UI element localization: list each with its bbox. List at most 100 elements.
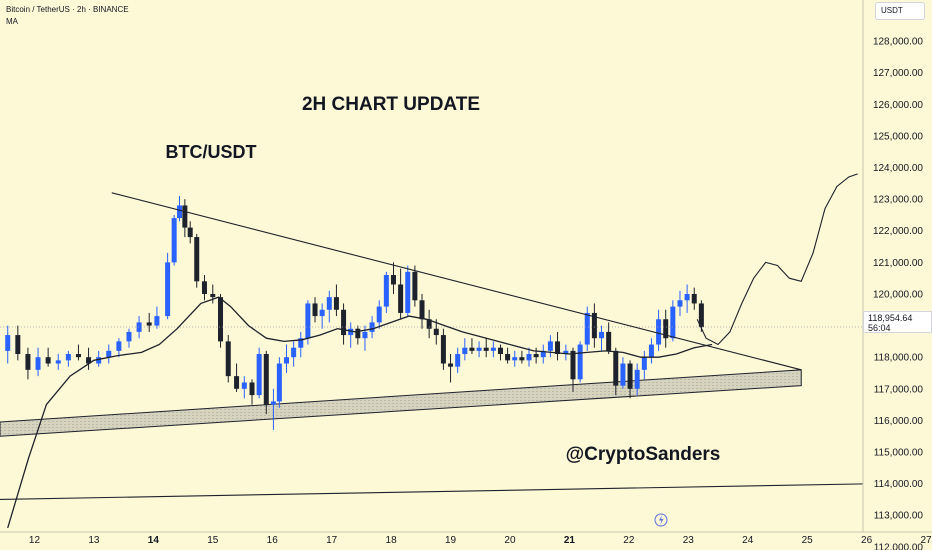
candle-body — [341, 309, 347, 336]
watermark-text: @CryptoSanders — [566, 444, 721, 465]
time-tick-label: 25 — [802, 535, 814, 546]
candle — [390, 262, 396, 294]
candle-body — [194, 237, 200, 282]
candle-body — [455, 354, 461, 367]
time-axis[interactable]: 12 13 14 15 16 17 18 19 20 21 22 23 24 25 26 27 — [0, 531, 932, 546]
candle — [182, 199, 188, 238]
candle — [398, 268, 404, 320]
price-tick-label: 128,000.00 — [873, 37, 923, 48]
headline-annotation: 2H CHART UPDATE — [302, 94, 480, 115]
candle-body — [171, 218, 177, 263]
candle-body — [106, 350, 112, 358]
candle — [555, 331, 561, 361]
candle-body — [469, 347, 475, 351]
candle — [319, 303, 325, 329]
candle — [591, 303, 597, 348]
price-tick-label: 127,000.00 — [873, 68, 923, 79]
ma-line — [7, 296, 713, 529]
candle-body — [15, 335, 21, 355]
candle — [620, 357, 626, 389]
candle — [698, 300, 704, 332]
candle — [348, 322, 354, 348]
candle-body — [256, 354, 262, 396]
price-tick-label: 114,000.00 — [874, 479, 924, 490]
candle-body — [201, 281, 207, 294]
candle — [283, 344, 289, 373]
time-tick-label: 27 — [920, 535, 932, 546]
candle — [218, 293, 224, 348]
candle — [663, 309, 669, 348]
candle-body — [319, 309, 325, 317]
candle-body — [670, 306, 676, 339]
candle — [298, 331, 304, 358]
candle — [505, 347, 511, 364]
candle-body — [419, 300, 425, 320]
candle — [383, 271, 389, 313]
candle-body — [65, 354, 71, 361]
candle — [606, 322, 612, 355]
candle-body — [270, 401, 276, 405]
candle-body — [146, 322, 152, 326]
candle-body — [398, 284, 404, 313]
trendline[interactable] — [111, 192, 802, 371]
candle-body — [383, 275, 389, 307]
time-tick-label: 14 — [148, 535, 160, 546]
candle-body — [570, 350, 576, 380]
candle-body — [249, 382, 255, 396]
candle — [405, 265, 411, 317]
indicator-label[interactable]: MA — [6, 17, 18, 26]
candle-body — [433, 328, 439, 336]
price-tick-label: 115,000.00 — [874, 448, 924, 459]
candle — [563, 344, 569, 361]
candle — [462, 338, 468, 361]
price-tick-label: 116,000.00 — [874, 416, 924, 427]
candle-body — [348, 328, 354, 336]
candle — [126, 328, 132, 348]
candle-body — [691, 293, 697, 304]
candle — [333, 284, 339, 317]
candle — [312, 297, 318, 323]
candle — [263, 350, 269, 415]
candle-body — [210, 293, 216, 298]
bar-countdown: 56:04 — [868, 323, 891, 333]
candle-body — [35, 357, 41, 370]
candle — [634, 363, 640, 396]
candle-body — [55, 360, 61, 364]
candle-body — [483, 347, 489, 351]
candle-body — [526, 354, 532, 361]
trendline[interactable] — [0, 483, 879, 500]
time-tick-label: 17 — [326, 535, 338, 546]
candle-body — [405, 271, 411, 313]
candle-body — [136, 322, 142, 332]
candle-body — [75, 354, 81, 358]
currency-unit-button[interactable]: USDT — [875, 2, 925, 20]
candle-body — [547, 341, 553, 351]
candle-body — [634, 369, 640, 389]
support-band[interactable] — [0, 369, 802, 437]
price-axis[interactable]: 112,000.00 113,000.00 114,000.00 115,000.00… — [862, 0, 932, 550]
candle — [106, 344, 112, 364]
candle — [326, 290, 332, 323]
lightning-icon[interactable] — [654, 513, 668, 527]
time-tick-label: 22 — [623, 535, 635, 546]
candle-body — [663, 319, 669, 339]
candle — [45, 347, 51, 367]
candle — [116, 338, 122, 358]
candle — [256, 347, 262, 399]
candle — [75, 344, 81, 361]
candle — [154, 306, 160, 329]
candle — [512, 350, 518, 367]
candle-body — [677, 300, 683, 307]
price-tick-label: 121,000.00 — [873, 258, 923, 269]
candle — [648, 338, 654, 364]
candle — [584, 306, 590, 351]
candle — [305, 300, 311, 345]
lines-layer — [0, 173, 879, 529]
time-tick-label: 18 — [386, 535, 398, 546]
candle-body — [326, 297, 332, 310]
candle — [533, 347, 539, 364]
candle — [483, 338, 489, 358]
price-tick-label: 126,000.00 — [873, 100, 923, 111]
candle — [656, 309, 662, 351]
